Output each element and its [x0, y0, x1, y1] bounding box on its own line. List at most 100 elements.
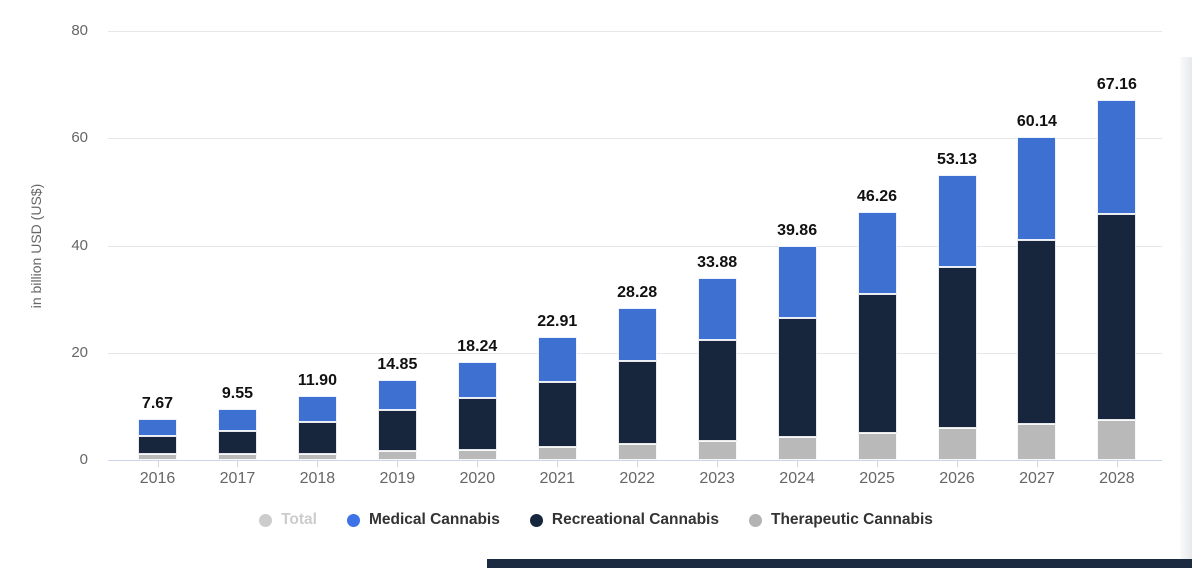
x-axis-label: 2026 [939, 470, 975, 487]
bar-segment[interactable] [777, 436, 817, 460]
gridline [108, 31, 1162, 32]
bar-segment[interactable] [617, 308, 657, 362]
legend-label: Medical Cannabis [368, 511, 500, 528]
y-tick-label: 0 [79, 451, 88, 468]
legend-label: Total [281, 511, 317, 528]
bar-segment[interactable] [377, 380, 417, 411]
x-axis-label: 2024 [779, 470, 815, 487]
x-axis-tick [477, 461, 479, 467]
bar-segment[interactable] [1097, 213, 1137, 421]
bar-segment[interactable] [697, 440, 737, 460]
bar-segment[interactable] [617, 444, 657, 460]
x-axis-tick [557, 461, 559, 467]
y-tick-label: 40 [71, 236, 88, 254]
x-axis-tick [1116, 461, 1118, 467]
bar-segment[interactable] [457, 398, 497, 450]
y-tick-label: 80 [71, 22, 88, 39]
bar-total-label: 18.24 [457, 338, 498, 356]
bar-segment[interactable] [138, 418, 177, 436]
legend-dot-icon [346, 513, 360, 527]
bar-segment[interactable] [457, 362, 497, 399]
bar-segment[interactable] [138, 454, 177, 460]
bar-total-label: 46.26 [857, 187, 898, 205]
bar-segment[interactable] [617, 361, 657, 445]
bar-segment[interactable] [217, 430, 257, 455]
x-axis-label: 2016 [139, 470, 176, 487]
gridline [108, 245, 1162, 247]
x-axis-tick [237, 461, 239, 467]
x-axis-label: 2021 [539, 470, 576, 487]
footer-bar [487, 559, 1192, 568]
bar-segment[interactable] [537, 446, 577, 460]
x-axis-tick [397, 461, 399, 467]
x-axis-label: 2028 [1099, 470, 1135, 487]
bar-segment[interactable] [457, 449, 497, 460]
y-tick-label: 60 [71, 129, 88, 147]
bar-total-label: 67.16 [1096, 75, 1137, 93]
bar-segment[interactable] [377, 410, 417, 452]
bar-segment[interactable] [1017, 424, 1057, 460]
x-axis-tick [637, 461, 639, 467]
x-axis-tick [717, 461, 719, 467]
x-axis-label: 2027 [1019, 470, 1055, 487]
bar-segment[interactable] [217, 408, 257, 431]
bar-segment[interactable] [1017, 137, 1057, 240]
bar-total-label: 28.28 [617, 284, 658, 302]
legend-item-medical-cannabis[interactable]: Medical Cannabis [346, 511, 500, 529]
x-axis-line [108, 460, 1162, 461]
x-axis-label: 2017 [219, 470, 256, 487]
bar-segment[interactable] [777, 246, 817, 318]
x-axis-label: 2025 [859, 470, 895, 487]
bar-segment[interactable] [1017, 239, 1057, 425]
bar-total-label: 11.90 [297, 372, 337, 390]
x-axis-label: 2018 [299, 470, 336, 487]
bar-segment[interactable] [138, 435, 177, 455]
x-axis-label: 2019 [379, 470, 416, 487]
bar-segment[interactable] [777, 317, 817, 437]
bar-segment[interactable] [697, 278, 737, 341]
bar-segment[interactable] [537, 381, 577, 447]
bar-segment[interactable] [1097, 99, 1137, 214]
x-axis-tick [157, 461, 159, 467]
legend-dot-icon [259, 513, 273, 527]
bar-segment[interactable] [217, 454, 257, 460]
legend-item-therapeutic-cannabis[interactable]: Therapeutic Cannabis [748, 511, 933, 529]
bar-segment[interactable] [857, 293, 897, 433]
bar-segment[interactable] [1097, 420, 1137, 460]
legend-label: Recreational Cannabis [551, 511, 719, 528]
legend-item-recreational-cannabis[interactable]: Recreational Cannabis [529, 511, 719, 529]
legend-item-total[interactable]: Total [259, 511, 317, 529]
bar-segment[interactable] [937, 175, 977, 267]
bar-segment[interactable] [857, 211, 897, 294]
legend-dot-icon [529, 513, 543, 527]
bar-segment[interactable] [297, 421, 337, 454]
legend-dot-icon [748, 513, 762, 527]
bar-segment[interactable] [937, 428, 977, 460]
bar-total-label: 22.91 [537, 313, 578, 331]
x-axis-tick [1036, 461, 1038, 467]
x-axis-tick [317, 461, 319, 467]
bar-segment[interactable] [537, 337, 577, 382]
bar-segment[interactable] [697, 340, 737, 441]
x-axis-tick [797, 461, 799, 467]
bar-segment[interactable] [297, 453, 337, 460]
bar-total-label: 9.55 [221, 384, 253, 402]
scrollbar-strip[interactable] [1180, 57, 1192, 568]
bar-total-label: 39.86 [777, 222, 818, 240]
x-axis-label: 2022 [619, 470, 655, 487]
x-axis-label: 2020 [459, 470, 496, 487]
bar-segment[interactable] [857, 432, 897, 460]
x-axis-tick [957, 461, 958, 467]
bar-segment[interactable] [937, 266, 977, 429]
legend: Total Medical Cannabis Recreational Cannab… [0, 511, 1192, 529]
bar-total-label: 7.67 [141, 394, 174, 412]
bar-segment[interactable] [377, 451, 417, 460]
gridline [108, 138, 1162, 140]
legend-label: Therapeutic Cannabis [770, 511, 933, 528]
x-axis-tick [877, 461, 879, 467]
bar-total-label: 14.85 [377, 356, 418, 374]
bar-segment[interactable] [297, 396, 337, 422]
bar-total-label: 53.13 [936, 151, 978, 169]
y-tick-label: 20 [71, 343, 88, 361]
